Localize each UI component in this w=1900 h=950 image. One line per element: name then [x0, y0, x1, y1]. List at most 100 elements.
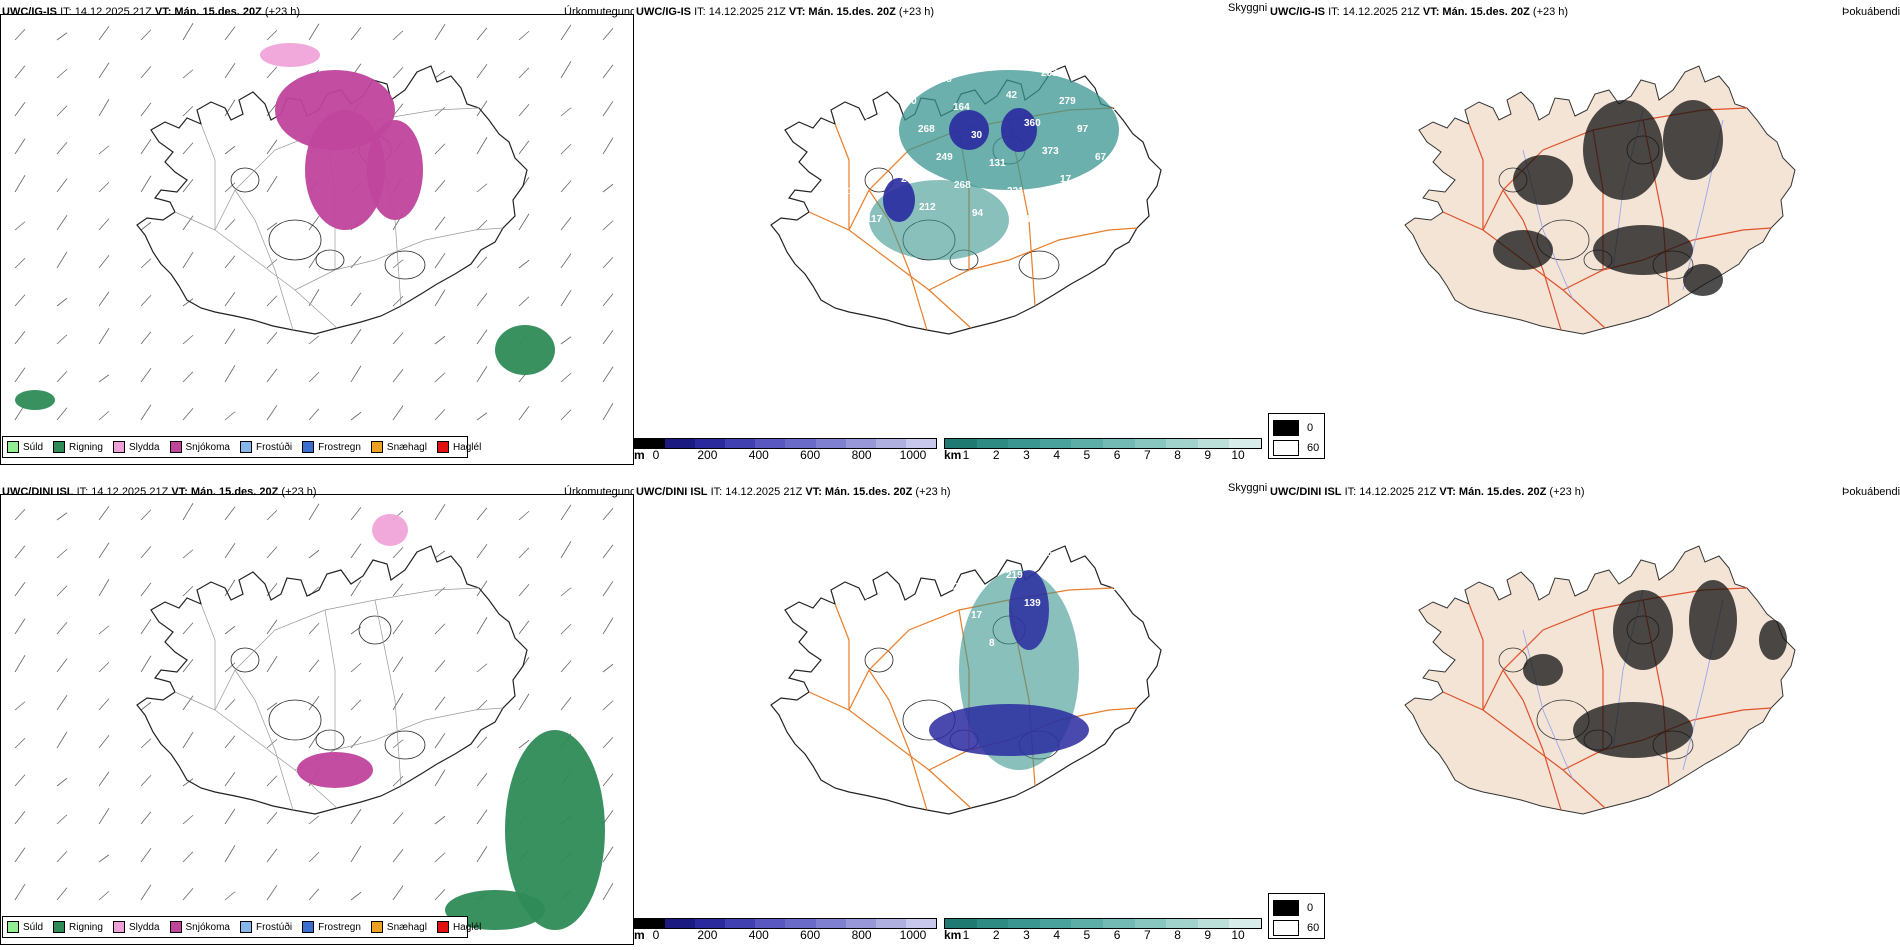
colorbar-cell	[695, 439, 726, 448]
colorbar-cell	[845, 439, 876, 448]
ceiling-value-label: 205	[901, 174, 918, 185]
wind-barb	[434, 504, 446, 521]
panel-title: Þokuábendi	[1842, 6, 1900, 18]
colorbar-cell	[1166, 919, 1198, 928]
ceiling-value-label: 124	[865, 598, 882, 609]
wind-barb	[182, 23, 194, 41]
wind-barb	[140, 294, 152, 307]
ceiling-area	[1001, 108, 1037, 152]
road-line	[1468, 603, 1484, 710]
wind-barb	[476, 617, 488, 635]
ceiling-area	[883, 178, 915, 222]
wind-barb	[56, 887, 68, 901]
model-name: UWC/DINI ISL	[636, 486, 708, 498]
wind-barb	[224, 506, 236, 521]
valid-time: VT: Mán. 15.des. 20Z	[788, 6, 896, 18]
ceiling-area	[1009, 570, 1049, 650]
ceiling-panel-bottom: UWC/DINI ISL IT: 14.12.2025 21Z VT: Mán.…	[634, 480, 1268, 950]
wind-barb	[434, 408, 446, 421]
wind-barb	[182, 851, 194, 863]
wind-barb	[602, 736, 614, 749]
wind-barb	[476, 100, 488, 117]
wind-barb	[182, 732, 194, 749]
glacier-outline	[358, 615, 392, 645]
wind-barb	[140, 848, 152, 863]
wind-barb	[266, 176, 278, 193]
wind-barb	[182, 142, 194, 155]
rain-area	[445, 890, 545, 930]
legend-item: Slydda	[112, 441, 160, 453]
wind-barb	[224, 891, 236, 901]
wind-barb	[140, 175, 152, 193]
road-line	[808, 691, 972, 809]
colorbar-cell	[785, 439, 816, 448]
fog-scale-box: 0 60	[1268, 893, 1325, 939]
colorbar-cell	[665, 919, 696, 928]
wind-barb	[476, 329, 488, 345]
ceiling-value-label: 14	[918, 604, 930, 615]
wind-barb	[476, 699, 488, 711]
ceiling-value-label: 99	[1113, 180, 1125, 191]
fog-area	[1513, 155, 1573, 205]
panel-title: Þokuábendi	[1842, 486, 1900, 498]
wind-barb	[602, 544, 614, 559]
iceland-coastline	[1404, 65, 1796, 335]
ceiling-value-label: 358	[935, 74, 952, 85]
wind-barb	[602, 256, 614, 269]
iceland-coastline: 503 51 92 84 38 84 107 11 27 219 138 102 124 14 17 139 1…	[770, 542, 1162, 815]
legend-label: Snæhagl	[386, 441, 427, 453]
colorbar-tick: 1	[962, 928, 970, 942]
ceiling-value-label: 94	[972, 208, 984, 219]
road-line	[324, 609, 336, 750]
wind-barb	[350, 845, 362, 863]
wind-barb	[14, 28, 26, 41]
ceiling-value-label: 342	[1094, 74, 1111, 85]
rain-area	[15, 390, 55, 410]
road-line	[928, 227, 1138, 291]
glacier-outline	[315, 729, 345, 751]
legend-swatch	[239, 441, 252, 453]
fog-min-label: 60	[1307, 922, 1320, 934]
valid-time: VT: Mán. 15.des. 20Z	[171, 486, 279, 498]
wind-barb	[308, 659, 320, 673]
wind-barb	[350, 543, 362, 559]
legend-swatch	[169, 441, 182, 453]
legend-swatch	[302, 441, 315, 453]
wind-barb	[266, 331, 278, 345]
ceiling-value-label: 279	[1059, 96, 1076, 107]
coastline-path	[136, 65, 528, 335]
colorbar-cell	[725, 919, 756, 928]
wind-barb	[14, 102, 26, 117]
legend-swatch	[53, 921, 66, 933]
wind-barb	[602, 137, 614, 155]
road-line	[1442, 691, 1606, 809]
wind-barb	[266, 885, 278, 901]
lead-time: (+23 h)	[1532, 6, 1569, 18]
wind-barb	[98, 410, 110, 421]
valid-time: VT: Mán. 15.des. 20Z	[1439, 486, 1547, 498]
wind-barb	[476, 580, 488, 597]
colorbar-cell	[815, 919, 846, 928]
colorbar-cell	[785, 919, 816, 928]
ceiling-value-label: 42	[1006, 90, 1018, 101]
ceiling-value-label: 131	[989, 158, 1006, 169]
wind-barb	[224, 845, 236, 863]
colorbar-tick: 0	[652, 928, 660, 942]
wind-barb	[392, 812, 404, 825]
wind-barb	[560, 372, 572, 383]
sleet-area	[260, 43, 320, 67]
colorbar-cell	[875, 919, 906, 928]
wind-barb	[476, 183, 488, 193]
legend-swatch	[436, 441, 449, 453]
wind-barb	[392, 693, 404, 711]
wind-barb	[518, 259, 530, 269]
panel-title: Skyggni	[1228, 482, 1268, 494]
wind-barb	[266, 258, 278, 269]
legend-item: Snjókoma	[169, 921, 230, 933]
fog-light-swatch	[1273, 920, 1299, 936]
wind-barb	[560, 336, 572, 345]
legend-label: Rigning	[69, 921, 103, 933]
road-line	[374, 599, 402, 787]
wind-barb	[308, 371, 320, 383]
wind-barb	[392, 66, 404, 79]
